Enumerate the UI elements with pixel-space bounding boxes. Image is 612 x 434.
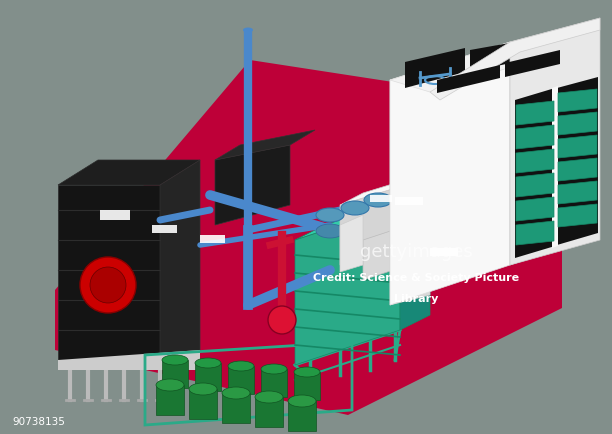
Polygon shape — [558, 89, 597, 112]
Ellipse shape — [341, 201, 369, 215]
Polygon shape — [405, 48, 465, 88]
Ellipse shape — [162, 355, 188, 365]
Polygon shape — [516, 221, 554, 245]
Polygon shape — [558, 204, 597, 227]
Polygon shape — [195, 363, 221, 391]
Polygon shape — [516, 101, 554, 125]
Polygon shape — [557, 77, 598, 245]
Ellipse shape — [243, 27, 253, 33]
Ellipse shape — [316, 224, 344, 238]
Ellipse shape — [189, 383, 217, 395]
Text: Library: Library — [394, 294, 438, 305]
FancyBboxPatch shape — [395, 197, 423, 205]
Polygon shape — [222, 393, 250, 423]
Polygon shape — [505, 50, 560, 77]
Polygon shape — [558, 112, 597, 135]
Text: 90738135: 90738135 — [12, 417, 65, 427]
Polygon shape — [58, 160, 200, 185]
Ellipse shape — [228, 361, 254, 371]
Polygon shape — [215, 130, 315, 160]
Polygon shape — [515, 88, 555, 258]
FancyBboxPatch shape — [430, 248, 458, 256]
Polygon shape — [558, 135, 597, 158]
Polygon shape — [516, 197, 554, 221]
Polygon shape — [430, 18, 600, 100]
Polygon shape — [255, 397, 283, 427]
Circle shape — [80, 257, 136, 313]
Polygon shape — [55, 60, 562, 415]
Polygon shape — [261, 369, 287, 397]
Polygon shape — [288, 401, 316, 431]
Polygon shape — [470, 42, 515, 72]
FancyBboxPatch shape — [370, 195, 392, 202]
Text: gettyimages: gettyimages — [360, 243, 472, 261]
Polygon shape — [558, 158, 597, 181]
Ellipse shape — [156, 379, 184, 391]
Polygon shape — [510, 18, 600, 265]
Polygon shape — [340, 215, 363, 272]
Ellipse shape — [288, 395, 316, 407]
Ellipse shape — [261, 364, 287, 374]
Polygon shape — [189, 389, 217, 419]
Polygon shape — [437, 65, 500, 93]
Text: Credit: Science & Society Picture: Credit: Science & Society Picture — [313, 273, 519, 283]
Ellipse shape — [364, 209, 392, 223]
Ellipse shape — [294, 367, 320, 377]
FancyBboxPatch shape — [152, 225, 177, 233]
Polygon shape — [156, 385, 184, 415]
Ellipse shape — [222, 387, 250, 399]
Ellipse shape — [316, 208, 344, 222]
FancyBboxPatch shape — [200, 235, 225, 243]
Polygon shape — [58, 185, 160, 360]
Polygon shape — [558, 181, 597, 204]
Polygon shape — [516, 149, 554, 173]
Polygon shape — [295, 205, 400, 365]
Polygon shape — [363, 218, 430, 280]
Polygon shape — [294, 372, 320, 400]
Polygon shape — [390, 42, 550, 92]
Ellipse shape — [195, 358, 221, 368]
Polygon shape — [295, 190, 430, 240]
Polygon shape — [58, 350, 200, 370]
Polygon shape — [255, 105, 320, 180]
Ellipse shape — [364, 193, 392, 207]
Polygon shape — [340, 182, 415, 265]
Polygon shape — [516, 125, 554, 149]
Polygon shape — [380, 105, 395, 195]
Polygon shape — [160, 160, 200, 360]
Polygon shape — [162, 360, 188, 388]
Circle shape — [90, 267, 126, 303]
Polygon shape — [516, 173, 554, 197]
Polygon shape — [552, 86, 558, 248]
Polygon shape — [215, 145, 290, 225]
Polygon shape — [510, 42, 550, 265]
Polygon shape — [390, 42, 510, 305]
Ellipse shape — [255, 391, 283, 403]
Polygon shape — [400, 190, 430, 330]
Polygon shape — [390, 70, 430, 305]
Polygon shape — [340, 170, 438, 205]
Polygon shape — [228, 366, 254, 394]
Circle shape — [268, 306, 296, 334]
Ellipse shape — [341, 217, 369, 231]
FancyBboxPatch shape — [100, 210, 130, 220]
